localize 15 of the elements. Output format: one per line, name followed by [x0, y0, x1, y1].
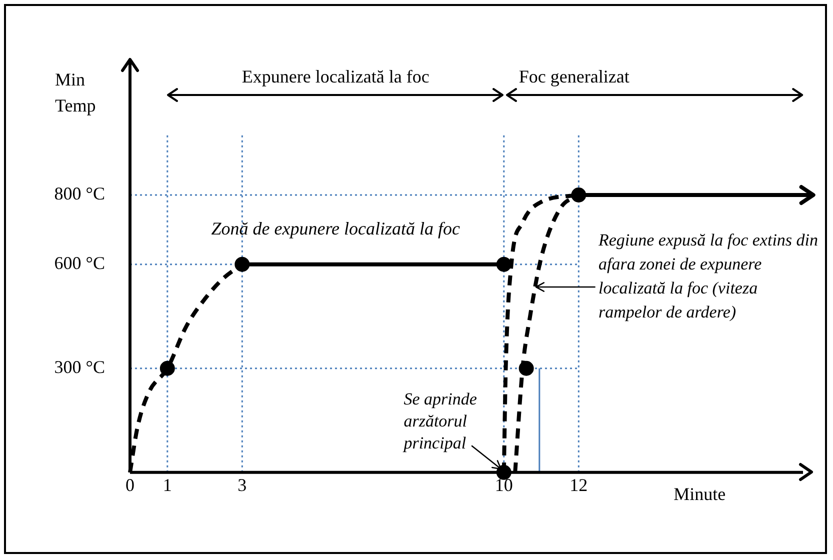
y-tick-label: 300 °C — [54, 357, 105, 378]
x-tick-label: 12 — [570, 474, 588, 495]
annotation: Zonă de expunere localizată la foc — [211, 218, 460, 238]
x-tick-label: 10 — [494, 474, 513, 495]
x-tick-label: 0 — [126, 474, 134, 495]
y-tick-label: 800 °C — [54, 184, 105, 204]
annotation: Se aprinde arzătorul principal — [402, 389, 478, 452]
y-axis-title: Min Temp — [55, 70, 96, 116]
text: Foc generalizat — [518, 66, 630, 87]
annotation: Regiune expusă la foc extins din afara zonei de expunere localizată la foc (viteza rampelor de ardere) — [597, 230, 818, 322]
x-tick-label: 1 — [162, 474, 172, 495]
y-tick-label: 600 °C — [54, 253, 105, 274]
x-tick-label: 3 — [238, 474, 247, 495]
x-axis-title: Minute — [674, 484, 726, 504]
text: Expunere localizată la foc — [242, 66, 430, 87]
